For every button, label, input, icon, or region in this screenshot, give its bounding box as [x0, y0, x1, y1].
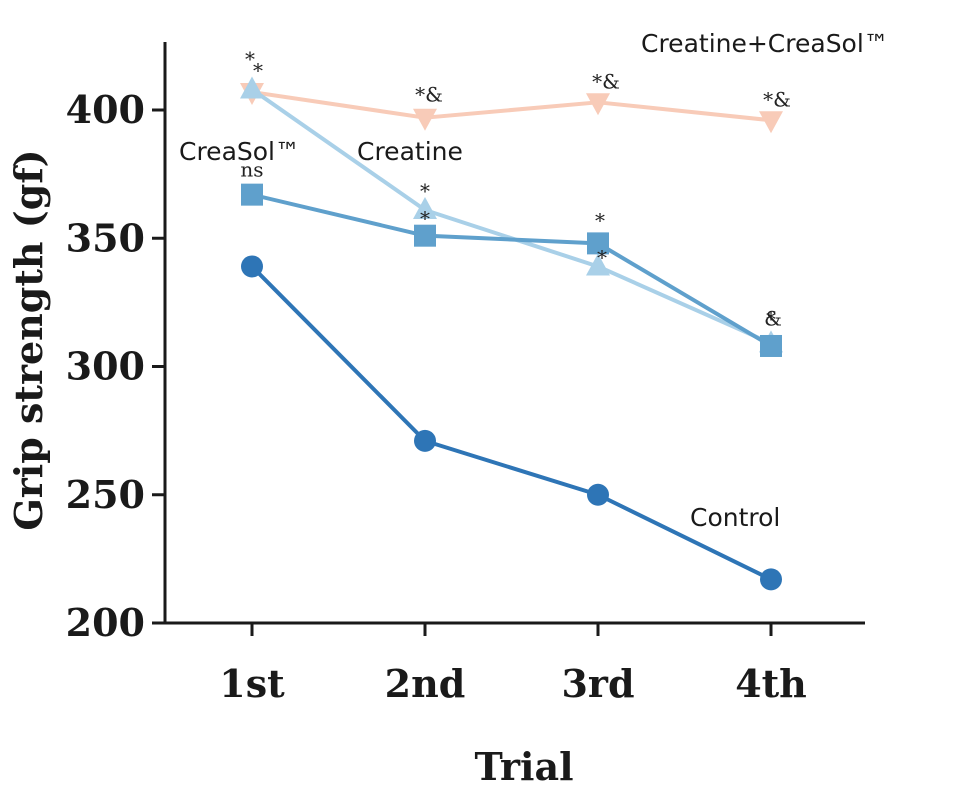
x-tick-label: 4th	[735, 661, 807, 706]
y-axis-title: Grip strength (gf)	[6, 149, 51, 530]
series-label-creatine: Creatine	[357, 137, 463, 166]
significance-annotation: *	[595, 208, 605, 232]
data-point-creatine-creasol-2	[413, 108, 437, 131]
series-label-combo: Creatine+CreaSol™	[641, 29, 889, 58]
data-point-creatine-2	[413, 197, 437, 220]
x-tick-label: 2nd	[385, 661, 466, 706]
data-point-creasol-1	[241, 183, 263, 206]
series-line-creatine	[250, 87, 772, 346]
significance-annotation: ns	[240, 158, 263, 182]
significance-annotation: *&	[763, 87, 791, 111]
x-tick-label: 1st	[219, 661, 285, 706]
series-line-creatine-creasol	[251, 90, 772, 123]
series-line-control	[250, 265, 772, 582]
series-line-creasol	[251, 192, 773, 348]
y-tick-label: 300	[66, 344, 145, 389]
annotation-layer: **ns*&***&***&*&	[240, 47, 790, 331]
significance-annotation: *	[245, 47, 255, 71]
data-point-creatine-1	[240, 76, 264, 99]
data-point-creatine-creasol-4	[759, 111, 783, 134]
series-creatine	[240, 76, 783, 353]
significance-annotation: *	[597, 245, 607, 269]
significance-annotation: *&	[415, 83, 443, 107]
series-creatine-creasol	[240, 83, 783, 134]
significance-annotation: *	[420, 179, 430, 203]
data-point-creasol-4	[760, 334, 782, 357]
y-tick-label: 350	[66, 215, 145, 260]
data-point-control-4	[760, 568, 782, 591]
data-point-creatine-3	[586, 253, 610, 276]
significance-annotation: &	[764, 306, 782, 330]
data-point-creasol-3	[587, 232, 609, 255]
series-layer	[240, 76, 783, 591]
y-tick-label: 250	[66, 472, 145, 517]
data-point-creatine-creasol-3	[586, 93, 610, 116]
y-tick-label: 400	[66, 87, 145, 132]
series-control	[241, 255, 782, 591]
data-point-control-2	[414, 429, 436, 452]
significance-annotation: *	[420, 207, 430, 231]
data-point-creasol-2	[414, 224, 436, 247]
axes: 200 250 300 350 400 1st 2nd 3rd 4th	[66, 42, 865, 706]
data-point-control-3	[587, 483, 609, 506]
data-point-control-1	[241, 255, 263, 278]
significance-annotation: *	[766, 307, 776, 331]
y-tick-label: 200	[66, 600, 145, 645]
series-label-control: Control	[690, 503, 780, 532]
x-axis-title: Trial	[474, 744, 573, 789]
series-creasol	[241, 183, 782, 357]
x-tick-label: 3rd	[561, 661, 634, 706]
significance-annotation: *&	[592, 69, 620, 93]
significance-annotation: *	[253, 58, 263, 82]
series-label-creasol: CreaSol™	[179, 137, 300, 166]
